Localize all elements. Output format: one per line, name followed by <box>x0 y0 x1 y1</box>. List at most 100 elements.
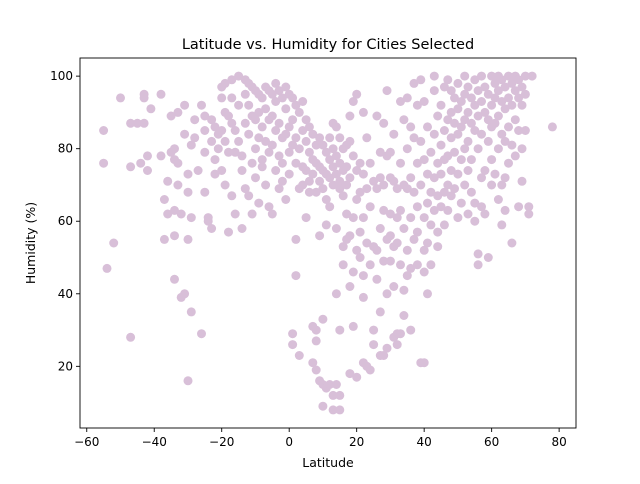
data-point <box>500 104 510 114</box>
data-point <box>180 100 190 110</box>
data-point <box>392 238 402 248</box>
data-point <box>352 372 362 382</box>
data-point <box>331 224 341 233</box>
data-point <box>251 144 260 154</box>
data-point <box>477 97 486 106</box>
data-point <box>504 93 513 103</box>
data-point <box>274 151 284 161</box>
data-point <box>456 198 466 208</box>
y-tick-label: 20 <box>58 359 73 373</box>
data-point <box>264 147 274 157</box>
data-point <box>389 129 399 139</box>
data-point <box>217 126 227 135</box>
data-point <box>318 314 328 324</box>
data-point <box>328 144 338 154</box>
data-point <box>460 115 470 125</box>
data-point <box>477 173 486 183</box>
data-point <box>419 155 429 165</box>
data-point <box>261 136 271 146</box>
data-point <box>200 187 210 197</box>
data-point <box>156 89 166 99</box>
data-point <box>358 271 368 281</box>
data-point <box>436 202 446 212</box>
data-point <box>271 126 281 135</box>
data-point <box>237 151 247 161</box>
data-point <box>294 351 304 360</box>
data-point <box>146 104 156 114</box>
data-point <box>358 213 368 223</box>
data-point <box>183 169 193 179</box>
data-point <box>321 147 331 157</box>
data-point <box>331 289 341 299</box>
data-point <box>257 155 267 165</box>
data-point <box>358 292 368 302</box>
x-tick-label: −40 <box>142 435 167 449</box>
data-point <box>433 242 443 252</box>
data-point <box>416 136 426 146</box>
data-point <box>355 158 365 168</box>
data-point <box>419 213 429 223</box>
data-point <box>396 158 405 168</box>
data-point <box>277 158 287 168</box>
data-point <box>510 151 520 161</box>
data-point <box>412 100 422 110</box>
data-point <box>507 238 517 248</box>
y-axis-label: Humidity (%) <box>23 202 38 284</box>
data-point <box>328 390 338 400</box>
data-point <box>470 198 480 208</box>
data-point <box>399 285 409 295</box>
data-point <box>213 144 223 154</box>
data-point <box>227 118 237 128</box>
data-point <box>460 180 470 190</box>
data-point <box>436 169 446 179</box>
data-point <box>342 162 352 172</box>
data-point <box>443 205 453 215</box>
data-point <box>473 260 483 270</box>
data-point <box>99 158 109 168</box>
data-point <box>379 118 389 128</box>
data-point <box>200 126 210 135</box>
data-point <box>220 136 230 146</box>
data-point <box>224 111 233 121</box>
data-point <box>392 213 402 223</box>
data-point <box>490 93 500 103</box>
x-axis-ticks: −60 −40 −20 0 20 40 60 80 <box>74 428 567 449</box>
data-point <box>244 191 254 201</box>
data-point <box>170 205 179 215</box>
data-point <box>406 213 416 223</box>
data-point <box>267 111 277 121</box>
data-point <box>244 129 254 139</box>
data-point <box>355 227 365 237</box>
data-point <box>423 289 432 299</box>
data-point <box>348 267 358 277</box>
data-point <box>271 166 281 175</box>
data-point <box>288 93 298 103</box>
data-point <box>358 169 368 179</box>
data-point <box>423 169 432 179</box>
data-point <box>315 231 325 241</box>
data-point <box>170 231 179 241</box>
data-point <box>247 158 257 168</box>
data-point <box>524 209 534 219</box>
data-point <box>493 86 503 96</box>
plot-frame <box>79 57 577 429</box>
data-point <box>385 209 395 219</box>
data-point <box>419 267 429 277</box>
data-point <box>375 147 385 157</box>
data-point <box>261 180 271 190</box>
data-point <box>514 93 524 103</box>
data-point <box>453 78 463 88</box>
data-point <box>365 260 375 270</box>
data-point <box>392 340 402 350</box>
x-tick-label: −60 <box>74 435 99 449</box>
data-point <box>284 169 294 179</box>
data-point <box>257 93 267 103</box>
data-point <box>396 205 405 215</box>
data-point <box>379 351 389 360</box>
data-point <box>385 147 395 157</box>
data-point <box>365 158 375 168</box>
data-point <box>267 209 277 219</box>
data-point <box>180 129 190 139</box>
